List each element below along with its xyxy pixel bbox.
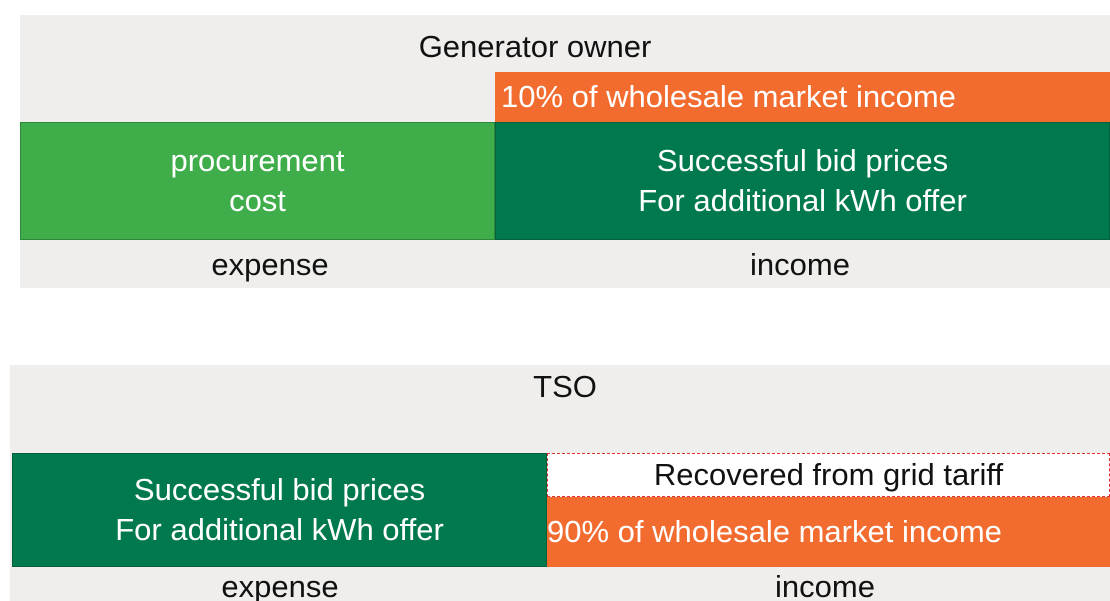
income-label: income	[775, 569, 875, 601]
box-line: procurement	[170, 143, 345, 178]
expense-label: expense	[221, 569, 339, 601]
left-box: procurement cost	[20, 122, 495, 240]
box-line: For additional kWh offer	[115, 512, 444, 547]
right-box: Successful bid prices For additional kWh…	[495, 122, 1110, 240]
box-line: Successful bid prices	[133, 472, 426, 507]
box-line: For additional kWh offer	[638, 183, 967, 218]
box-line: cost	[229, 183, 286, 218]
panel-tso: TSO Successful bid prices For additional…	[10, 365, 1110, 601]
panel-title: Generator owner	[418, 29, 652, 64]
panel-title: TSO	[533, 369, 597, 404]
bottom-bar: 90% of wholesale market income	[547, 497, 1110, 567]
panel-generator: Generator owner 10% of wholesale market …	[20, 15, 1110, 288]
left-box: Successful bid prices For additional kWh…	[12, 453, 547, 567]
income-label: income	[750, 247, 850, 282]
grid-tariff-box: Recovered from grid tariff	[547, 453, 1110, 497]
top-bar: 10% of wholesale market income	[495, 72, 1110, 122]
expense-label: expense	[211, 247, 329, 282]
box-line: Successful bid prices	[656, 143, 949, 178]
